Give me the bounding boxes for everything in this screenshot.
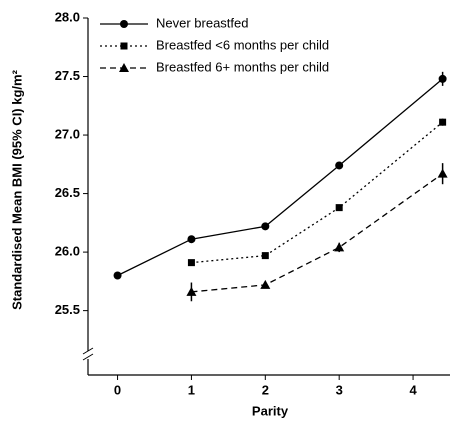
marker — [437, 168, 448, 178]
x-tick-label: 4 — [409, 382, 417, 397]
y-tick-label: 26.0 — [55, 244, 80, 259]
legend-label: Breastfed 6+ months per child — [156, 59, 329, 74]
marker — [335, 161, 344, 170]
y-tick-label: 26.5 — [55, 185, 80, 200]
x-tick-label: 0 — [114, 382, 121, 397]
legend-marker — [120, 42, 128, 50]
legend-marker — [119, 63, 129, 72]
axis-break — [82, 353, 94, 361]
x-tick-label: 2 — [262, 382, 269, 397]
marker — [261, 222, 270, 231]
marker — [261, 252, 269, 260]
marker — [187, 235, 196, 244]
axis-break — [82, 347, 94, 355]
marker — [187, 259, 195, 267]
legend-label: Breastfed <6 months per child — [156, 37, 329, 52]
x-tick-label: 3 — [336, 382, 343, 397]
legend-label: Never breastfed — [156, 15, 249, 30]
x-axis-label: Parity — [252, 403, 289, 418]
y-tick-label: 28.0 — [55, 9, 80, 24]
series-line — [191, 173, 443, 293]
y-axis-label: Standardised Mean BMI (95% CI) kg/m² — [9, 69, 24, 309]
y-tick-label: 27.0 — [55, 126, 80, 141]
marker — [186, 286, 197, 296]
x-tick-label: 1 — [188, 382, 195, 397]
y-tick-label: 27.5 — [55, 68, 80, 83]
marker — [260, 279, 271, 289]
marker — [439, 118, 447, 126]
marker — [113, 271, 122, 280]
y-tick-label: 25.5 — [55, 302, 80, 317]
marker — [438, 74, 447, 83]
legend-marker — [120, 20, 128, 28]
series-line — [191, 121, 444, 264]
marker — [335, 204, 343, 212]
marker — [334, 242, 345, 252]
